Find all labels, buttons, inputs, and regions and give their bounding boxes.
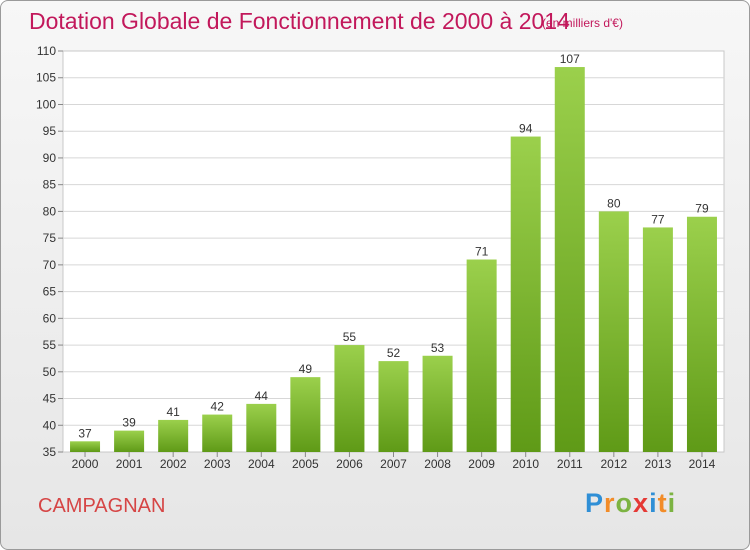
x-tick-label-2000: 2000 (72, 457, 99, 471)
y-tick-label: 65 (43, 285, 57, 299)
bar-2007 (378, 361, 409, 452)
bar-2005 (290, 377, 321, 452)
bar-2003 (202, 414, 233, 452)
y-tick-label: 50 (43, 365, 57, 379)
bar-2011 (554, 67, 585, 452)
y-tick-label: 55 (43, 338, 57, 352)
data-label-2007: 52 (387, 346, 401, 360)
x-tick-label-2008: 2008 (424, 457, 451, 471)
bar-2013 (642, 227, 673, 452)
bar-2008 (422, 355, 453, 452)
y-tick-label: 75 (43, 231, 57, 245)
commune-name: CAMPAGNAN (38, 495, 166, 517)
data-label-2005: 49 (299, 362, 313, 376)
x-tick-label-2014: 2014 (689, 457, 716, 471)
y-tick-label: 90 (43, 151, 57, 165)
bar-2006 (334, 345, 365, 452)
data-label-2003: 42 (211, 400, 225, 414)
bar-2002 (158, 419, 189, 452)
y-tick-label: 80 (43, 204, 57, 218)
y-tick-label: 70 (43, 258, 57, 272)
data-label-2006: 55 (343, 330, 357, 344)
bar-2012 (598, 211, 629, 452)
x-tick-label-2013: 2013 (645, 457, 672, 471)
x-tick-label-2006: 2006 (336, 457, 363, 471)
x-tick-label-2005: 2005 (292, 457, 319, 471)
data-label-2011: 107 (560, 52, 580, 66)
bar-2014 (686, 216, 717, 452)
x-tick-label-2001: 2001 (116, 457, 143, 471)
data-label-2004: 44 (255, 389, 269, 403)
data-label-2000: 37 (78, 426, 92, 440)
data-label-2008: 53 (431, 341, 445, 355)
bar-2000 (70, 441, 101, 452)
data-label-2010: 94 (519, 122, 533, 136)
proxiti-logo: Proxiti (585, 488, 677, 518)
y-tick-label: 35 (43, 445, 57, 459)
y-tick-label: 100 (36, 97, 56, 111)
y-tick-label: 95 (43, 124, 57, 138)
x-tick-label-2003: 2003 (204, 457, 231, 471)
x-tick-label-2011: 2011 (557, 457, 583, 471)
x-tick-label-2004: 2004 (248, 457, 275, 471)
bar-2001 (114, 430, 145, 452)
data-label-2012: 80 (607, 196, 621, 210)
y-tick-label: 40 (43, 418, 57, 432)
x-tick-label-2009: 2009 (468, 457, 495, 471)
y-tick-label: 60 (43, 311, 57, 325)
data-label-2009: 71 (475, 245, 489, 259)
data-label-2001: 39 (122, 416, 136, 430)
chart-subtitle: (en milliers d'€) (542, 16, 623, 30)
data-label-2013: 77 (651, 212, 665, 226)
x-tick-label-2012: 2012 (600, 457, 627, 471)
x-tick-label-2007: 2007 (380, 457, 407, 471)
x-tick-label-2010: 2010 (512, 457, 539, 471)
y-tick-label: 85 (43, 178, 57, 192)
bar-2009 (466, 259, 497, 452)
data-label-2014: 79 (695, 202, 709, 216)
bar-2004 (246, 403, 277, 452)
y-tick-label: 110 (37, 44, 56, 58)
data-label-2002: 41 (166, 405, 180, 419)
bar-2010 (510, 136, 541, 452)
x-tick-label-2002: 2002 (160, 457, 187, 471)
chart-title: Dotation Globale de Fonctionnement de 20… (29, 8, 570, 34)
y-tick-label: 105 (36, 71, 56, 85)
y-tick-label: 45 (43, 392, 57, 406)
